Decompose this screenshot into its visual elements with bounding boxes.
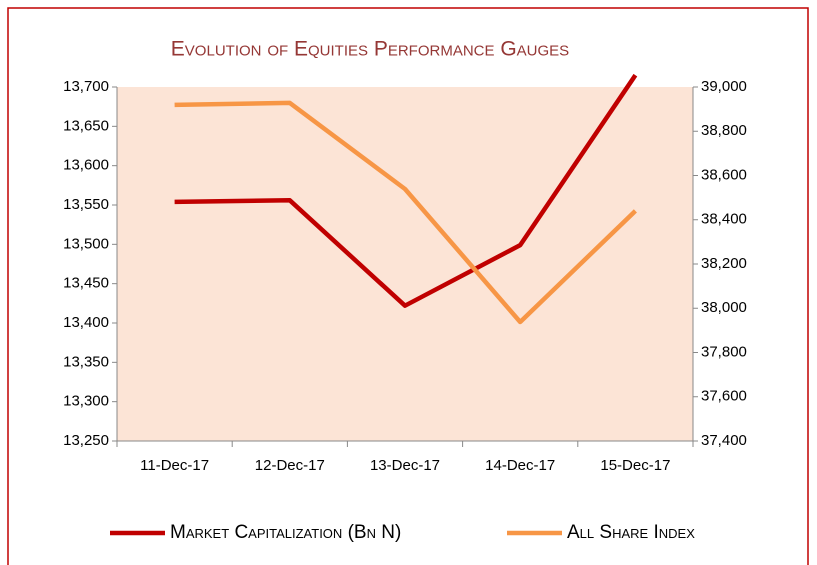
- x-tick-label: 13-Dec-17: [370, 457, 440, 474]
- y-tick-label: 13,600: [63, 157, 109, 174]
- y-tick-label: 13,700: [63, 78, 109, 95]
- y-tick-label: 13,550: [63, 196, 109, 213]
- x-tick-label: 12-Dec-17: [255, 457, 325, 474]
- y2-tick-label: 38,200: [701, 255, 747, 272]
- y2-tick-label: 39,000: [701, 78, 747, 95]
- y-tick-label: 13,350: [63, 353, 109, 370]
- y-tick-label: 13,500: [63, 235, 109, 252]
- y-tick-label: 13,450: [63, 275, 109, 292]
- series-line: [174, 73, 638, 308]
- x-tick-label: 15-Dec-17: [600, 457, 670, 474]
- x-tick-label: 11-Dec-17: [140, 457, 209, 474]
- legend-label: All Share Index: [567, 522, 695, 543]
- plot-area: [117, 87, 693, 441]
- series-line: [174, 100, 637, 325]
- legend-label: Market Capitalization (Bn N): [170, 522, 401, 543]
- x-tick-label: 14-Dec-17: [485, 457, 555, 474]
- y2-tick-label: 38,800: [701, 122, 747, 139]
- y-tick-label: 13,300: [63, 393, 109, 410]
- y-tick-label: 13,250: [63, 432, 109, 449]
- y2-tick-label: 38,600: [701, 166, 747, 183]
- y-tick-label: 13,650: [63, 117, 109, 134]
- y2-tick-label: 38,400: [701, 211, 747, 228]
- y-tick-label: 13,400: [63, 314, 109, 331]
- y2-tick-label: 37,800: [701, 343, 747, 360]
- chart-title: Evolution of Equities Performance Gauges: [171, 38, 569, 61]
- y2-tick-label: 38,000: [701, 299, 747, 316]
- y2-tick-label: 37,400: [701, 432, 747, 449]
- y2-tick-label: 37,600: [701, 388, 747, 405]
